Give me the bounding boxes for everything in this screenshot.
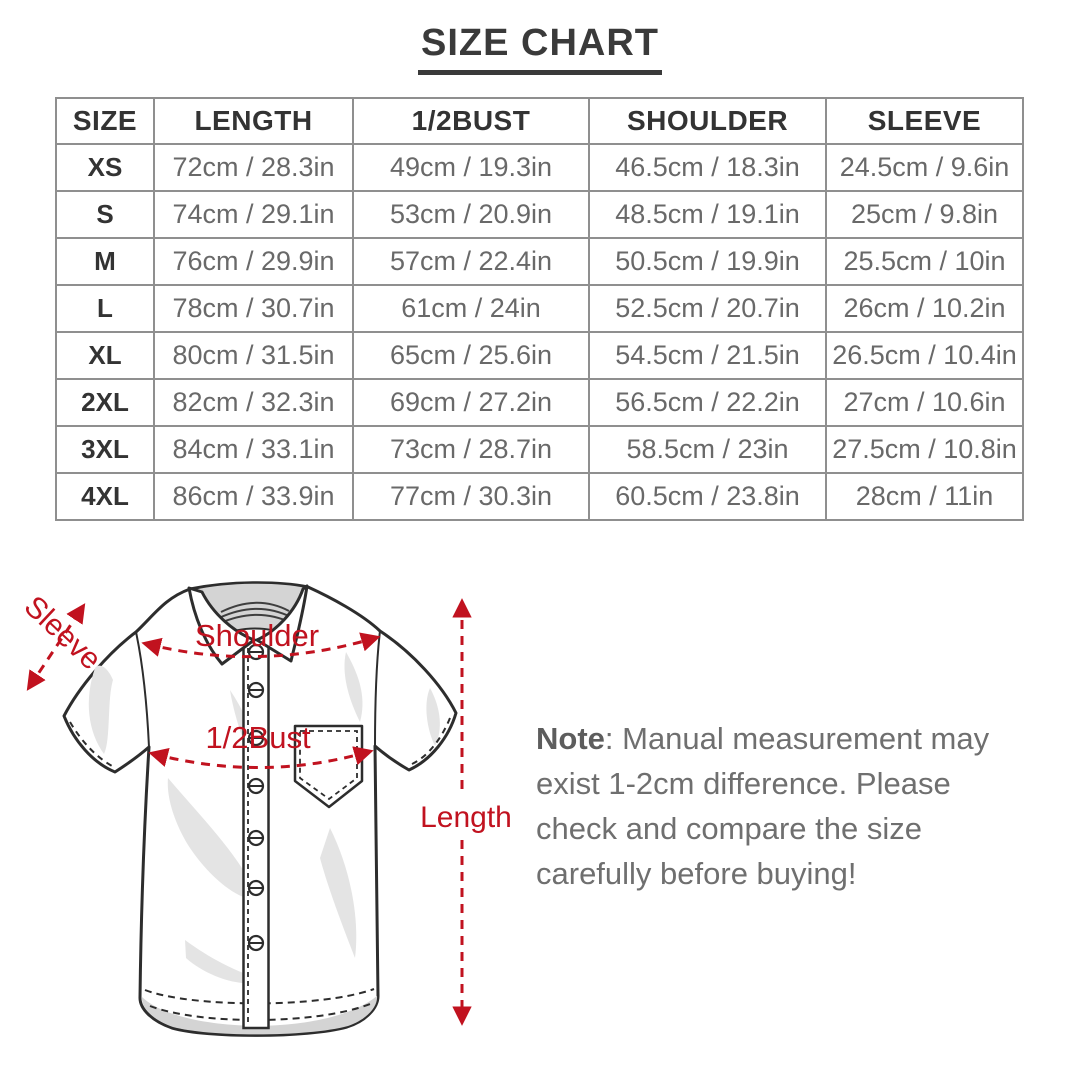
sleeve-cell: 27cm / 10.6in	[825, 378, 1024, 427]
measurement-annotations	[26, 598, 472, 1026]
header-row: SIZE LENGTH 1/2BUST SHOULDER SLEEVE	[55, 97, 1024, 145]
bust-cell: 69cm / 27.2in	[352, 378, 590, 427]
shoulder-cell: 48.5cm / 19.1in	[588, 190, 827, 239]
shoulder-cell: 58.5cm / 23in	[588, 425, 827, 474]
shoulder-cell: 50.5cm / 19.9in	[588, 237, 827, 286]
measurement-note: Note: Manual measurement may exist 1-2cm…	[536, 716, 1036, 896]
note-line: exist 1-2cm difference. Please	[536, 766, 951, 801]
size-cell: M	[55, 237, 155, 286]
bust-cell: 49cm / 19.3in	[352, 143, 590, 192]
shoulder-arrow	[141, 632, 381, 659]
bust-cell: 77cm / 30.3in	[352, 472, 590, 521]
bust-cell: 57cm / 22.4in	[352, 237, 590, 286]
table-row: L 78cm / 30.7in 61cm / 24in 52.5cm / 20.…	[55, 284, 1024, 333]
hem-shading	[141, 996, 378, 1035]
length-cell: 86cm / 33.9in	[153, 472, 354, 521]
length-label: Length	[420, 801, 512, 834]
table-row: 4XL 86cm / 33.9in 77cm / 30.3in 60.5cm /…	[55, 472, 1024, 521]
length-cell: 82cm / 32.3in	[153, 378, 354, 427]
column-header-shoulder: SHOULDER	[588, 97, 827, 145]
size-cell: 4XL	[55, 472, 155, 521]
shirt-measurement-diagram: Shoulder 1/2Bust Sleeve Length	[18, 581, 512, 1037]
bust-cell: 65cm / 25.6in	[352, 331, 590, 380]
shoulder-cell: 54.5cm / 21.5in	[588, 331, 827, 380]
left-cuff-stitch	[69, 721, 113, 767]
table-row: M 76cm / 29.9in 57cm / 22.4in 50.5cm / 1…	[55, 237, 1024, 286]
size-cell: XS	[55, 143, 155, 192]
size-cell: S	[55, 190, 155, 239]
column-header-bust: 1/2BUST	[352, 97, 590, 145]
length-cell: 74cm / 29.1in	[153, 190, 354, 239]
shoulder-label: Shoulder	[195, 618, 319, 653]
column-header-length: LENGTH	[153, 97, 354, 145]
note-text: : Manual measurement may	[604, 721, 990, 756]
shoulder-cell: 60.5cm / 23.8in	[588, 472, 827, 521]
sleeve-cell: 24.5cm / 9.6in	[825, 143, 1024, 192]
title-wrap: SIZE CHART	[0, 22, 1080, 75]
left-armhole-seam	[135, 631, 150, 748]
note-line: Note: Manual measurement may	[536, 716, 1036, 761]
table-row: S 74cm / 29.1in 53cm / 20.9in 48.5cm / 1…	[55, 190, 1024, 239]
sleeve-label: Sleeve	[18, 590, 108, 677]
size-chart-table: SIZE LENGTH 1/2BUST SHOULDER SLEEVE XS 7…	[55, 97, 1024, 521]
right-cuff-stitch	[411, 717, 451, 765]
sleeve-cell: 26cm / 10.2in	[825, 284, 1024, 333]
size-cell: L	[55, 284, 155, 333]
length-cell: 72cm / 28.3in	[153, 143, 354, 192]
bust-cell: 61cm / 24in	[352, 284, 590, 333]
note-line: check and compare the size	[536, 811, 922, 846]
length-cell: 84cm / 33.1in	[153, 425, 354, 474]
table-row: 2XL 82cm / 32.3in 69cm / 27.2in 56.5cm /…	[55, 378, 1024, 427]
sleeve-cell: 27.5cm / 10.8in	[825, 425, 1024, 474]
table-row: XL 80cm / 31.5in 65cm / 25.6in 54.5cm / …	[55, 331, 1024, 380]
shoulder-cell: 46.5cm / 18.3in	[588, 143, 827, 192]
length-cell: 76cm / 29.9in	[153, 237, 354, 286]
sleeve-cell: 26.5cm / 10.4in	[825, 331, 1024, 380]
length-cell: 78cm / 30.7in	[153, 284, 354, 333]
bust-label: 1/2Bust	[205, 720, 311, 755]
sleeve-cell: 28cm / 11in	[825, 472, 1024, 521]
shoulder-cell: 56.5cm / 22.2in	[588, 378, 827, 427]
table-row: XS 72cm / 28.3in 49cm / 19.3in 46.5cm / …	[55, 143, 1024, 192]
note-line: carefully before buying!	[536, 856, 857, 891]
length-cell: 80cm / 31.5in	[153, 331, 354, 380]
sleeve-cell: 25.5cm / 10in	[825, 237, 1024, 286]
size-cell: 2XL	[55, 378, 155, 427]
size-cell: XL	[55, 331, 155, 380]
note-label: Note	[536, 721, 605, 756]
shoulder-cell: 52.5cm / 20.7in	[588, 284, 827, 333]
bust-cell: 53cm / 20.9in	[352, 190, 590, 239]
column-header-sleeve: SLEEVE	[825, 97, 1024, 145]
page-title: SIZE CHART	[418, 22, 662, 75]
size-cell: 3XL	[55, 425, 155, 474]
bust-cell: 73cm / 28.7in	[352, 425, 590, 474]
column-header-size: SIZE	[55, 97, 155, 145]
table-row: 3XL 84cm / 33.1in 73cm / 28.7in 58.5cm /…	[55, 425, 1024, 474]
sleeve-cell: 25cm / 9.8in	[825, 190, 1024, 239]
